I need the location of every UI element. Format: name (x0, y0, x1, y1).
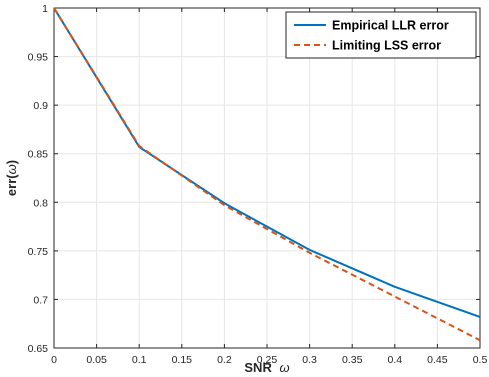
y-axis-title-symbol: ω (4, 164, 19, 174)
x-tick-label: 0.1 (132, 354, 147, 366)
x-tick-label: 0.2 (217, 354, 232, 366)
x-tick-label: 0.5 (473, 354, 488, 366)
x-axis-title: SNR ω (244, 360, 289, 375)
x-tick-label: 0.15 (172, 354, 193, 366)
legend-box (285, 11, 477, 59)
legend-label-limiting: Limiting LSS error (332, 39, 441, 53)
y-tick-label: 0.9 (33, 100, 48, 112)
y-tick-label: 0.85 (28, 149, 49, 161)
x-tick-label: 0.25 (257, 354, 278, 366)
y-axis-title-prefix: err( (4, 174, 19, 196)
grid (54, 8, 480, 348)
y-tick-label: 0.95 (28, 52, 49, 64)
y-tick-label: 0.7 (33, 294, 48, 306)
series-line-limiting (53, 7, 481, 342)
y-tick-label: 0.75 (28, 246, 49, 258)
x-tick-label: 0.35 (342, 354, 363, 366)
axis-ticks: 0 0.05 0.1 0.15 0.2 0.25 0.3 0.35 0.4 0.45 0.5 0.65… (28, 3, 488, 366)
x-tick-label: 0.4 (387, 354, 402, 366)
x-axis-title-symbol: ω (279, 360, 289, 375)
legend: Empirical LLR error Limiting LSS error (285, 11, 477, 59)
x-axis-title-text: SNR (244, 360, 272, 375)
legend-label-empirical: Empirical LLR error (332, 19, 449, 33)
y-tick-label: 0.65 (28, 343, 49, 355)
y-axis-title-suffix: ) (4, 160, 19, 164)
y-tick-label: 0.8 (33, 197, 48, 209)
y-tick-label: 1 (42, 3, 48, 15)
series-lines (53, 7, 481, 342)
x-tick-label: 0 (51, 354, 57, 366)
x-tick-label: 0.3 (302, 354, 317, 366)
x-tick-label: 0.45 (427, 354, 448, 366)
y-axis-title: err(ω) (4, 160, 19, 196)
x-tick-label: 0.05 (86, 354, 107, 366)
